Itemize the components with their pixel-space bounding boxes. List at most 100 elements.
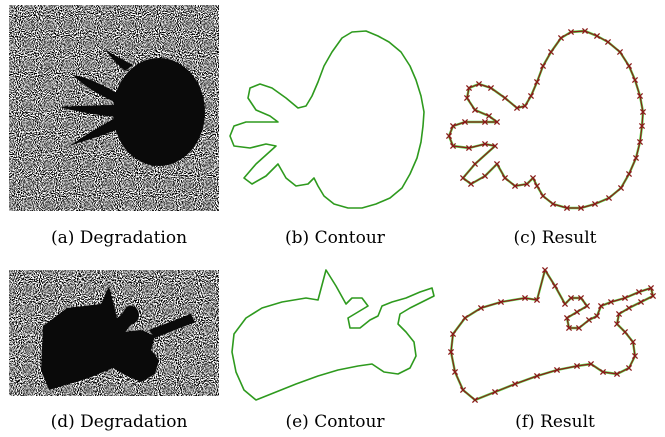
x-marker-icon: [636, 92, 644, 100]
x-marker-icon: [629, 338, 637, 346]
x-marker-icon: [599, 368, 607, 376]
x-marker-icon: [481, 172, 489, 180]
x-marker-icon: [549, 200, 557, 208]
result-image-flower: [445, 27, 647, 211]
x-marker-icon: [649, 292, 657, 300]
x-marker-icon: [527, 92, 535, 100]
x-marker-icon: [465, 144, 473, 152]
x-marker-icon: [493, 118, 501, 126]
x-marker-icon: [591, 200, 599, 208]
x-marker-icon: [481, 118, 489, 126]
x-marker-icon: [463, 94, 471, 102]
x-marker-icon: [513, 104, 521, 112]
contour-line: [229, 30, 425, 209]
caption-c: (c) Result: [513, 228, 597, 248]
x-marker-icon: [521, 102, 529, 110]
x-marker-icon: [583, 302, 591, 310]
contour-line: [231, 269, 435, 401]
x-marker-icon: [465, 84, 473, 92]
x-marker-icon: [553, 366, 561, 374]
x-marker-icon: [497, 298, 505, 306]
caption-a: (a) Degradation: [50, 228, 188, 248]
x-marker-icon: [587, 360, 595, 368]
result-markers: [445, 27, 647, 211]
result-image-guitar: [447, 266, 657, 404]
x-marker-icon: [613, 320, 621, 328]
x-marker-icon: [533, 78, 541, 86]
degraded-image-flower: [9, 5, 219, 211]
x-marker-icon: [491, 142, 499, 150]
result-polygon: [448, 30, 644, 209]
x-marker-icon: [625, 62, 633, 70]
x-marker-icon: [632, 154, 640, 162]
x-marker-icon: [625, 170, 633, 178]
x-marker-icon: [593, 32, 601, 40]
x-marker-icon: [449, 142, 457, 150]
x-marker-icon: [561, 300, 569, 308]
panel-f-result: [445, 266, 660, 406]
x-marker-icon: [604, 38, 612, 46]
x-marker-icon: [563, 314, 571, 322]
x-marker-icon: [575, 324, 583, 332]
panel-b-contour: [226, 26, 441, 211]
x-marker-icon: [616, 48, 624, 56]
x-marker-icon: [445, 132, 453, 140]
x-marker-icon: [471, 160, 479, 168]
x-marker-icon: [573, 362, 581, 370]
x-marker-icon: [461, 118, 469, 126]
panel-e-contour: [226, 266, 441, 406]
x-marker-icon: [541, 266, 549, 274]
contour-image-flower: [229, 30, 425, 209]
degraded-image-guitar: [9, 270, 219, 396]
x-marker-icon: [511, 380, 519, 388]
panel-d-degradation: [9, 270, 219, 396]
x-marker-icon: [573, 308, 581, 316]
x-marker-icon: [607, 298, 615, 306]
x-marker-icon: [647, 284, 655, 292]
x-marker-icon: [475, 80, 483, 88]
x-marker-icon: [449, 330, 457, 338]
x-marker-icon: [533, 372, 541, 380]
flower-shape: [59, 49, 205, 166]
x-marker-icon: [501, 174, 509, 182]
x-marker-icon: [567, 28, 575, 36]
x-marker-icon: [557, 34, 565, 42]
x-marker-icon: [636, 138, 644, 146]
x-marker-icon: [533, 296, 541, 304]
x-marker-icon: [585, 316, 593, 324]
x-marker-icon: [539, 62, 547, 70]
x-marker-icon: [481, 140, 489, 148]
result-markers: [447, 266, 657, 404]
x-marker-icon: [615, 310, 623, 318]
x-marker-icon: [521, 294, 529, 302]
x-marker-icon: [577, 204, 585, 211]
x-marker-icon: [638, 122, 646, 130]
x-marker-icon: [451, 368, 459, 376]
x-marker-icon: [639, 108, 647, 116]
x-marker-icon: [635, 288, 643, 296]
x-marker-icon: [461, 314, 469, 322]
x-marker-icon: [487, 84, 495, 92]
guitar-shape: [41, 286, 195, 390]
x-marker-icon: [613, 370, 621, 378]
x-marker-icon: [605, 194, 613, 202]
x-marker-icon: [467, 180, 475, 188]
x-marker-icon: [493, 160, 501, 168]
x-marker-icon: [459, 174, 467, 182]
x-marker-icon: [523, 180, 531, 188]
x-marker-icon: [459, 386, 467, 394]
x-marker-icon: [447, 348, 455, 356]
x-marker-icon: [577, 294, 585, 302]
x-marker-icon: [565, 324, 573, 332]
x-marker-icon: [485, 112, 493, 120]
result-polygon: [450, 269, 654, 401]
panel-a-degradation: [9, 5, 219, 211]
caption-e: (e) Contour: [285, 412, 385, 432]
caption-d: (d) Degradation: [50, 412, 188, 432]
panel-c-result: [445, 26, 660, 211]
result-underlay-line: [447, 29, 645, 210]
x-marker-icon: [471, 106, 479, 114]
x-marker-icon: [593, 312, 601, 320]
x-marker-icon: [511, 182, 519, 190]
x-marker-icon: [449, 122, 457, 130]
